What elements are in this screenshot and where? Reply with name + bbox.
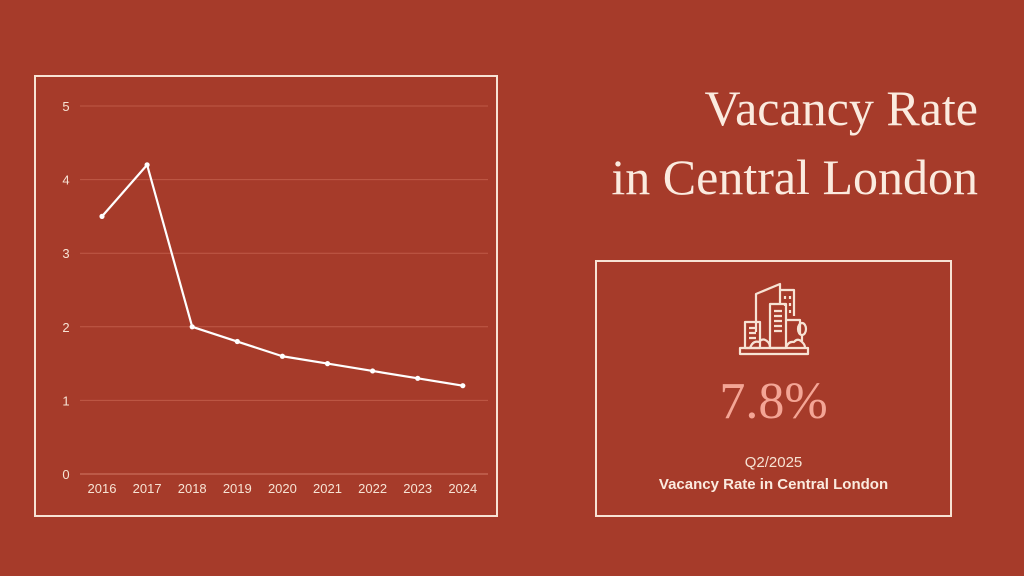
data-point — [460, 383, 466, 389]
x-tick-label: 2024 — [448, 481, 477, 496]
period-label: Q2/2025 — [744, 454, 803, 471]
data-point — [279, 353, 285, 359]
x-tick-label: 2023 — [403, 481, 432, 496]
y-tick-label: 1 — [62, 393, 69, 408]
data-point — [370, 368, 376, 374]
city-buildings-icon — [738, 282, 810, 356]
card-caption: Vacancy Rate in Central London — [658, 476, 889, 493]
data-point — [144, 162, 150, 168]
data-point — [415, 375, 421, 381]
y-tick-label: 0 — [62, 467, 69, 482]
vacancy-series-line — [101, 163, 463, 387]
y-axis-ticks: 0 1 2 3 4 5 — [62, 99, 69, 482]
data-point — [189, 324, 195, 330]
page-title: Vacancy Rate in Central London — [611, 74, 978, 212]
chart-gridlines — [80, 105, 488, 475]
x-tick-label: 2018 — [178, 481, 207, 496]
data-point — [99, 213, 105, 219]
x-tick-label: 2017 — [133, 481, 162, 496]
title-line-2: in Central London — [611, 149, 978, 205]
vacancy-rate-value: 7.8% — [719, 373, 828, 430]
y-tick-label: 5 — [62, 99, 69, 114]
y-tick-label: 4 — [62, 173, 69, 188]
y-tick-label: 3 — [62, 246, 69, 261]
x-tick-label: 2020 — [268, 481, 297, 496]
x-tick-label: 2019 — [223, 481, 252, 496]
data-point — [234, 338, 240, 345]
stat-card: 7.8% Q2/2025 Vacancy Rate in Central Lon… — [595, 260, 952, 517]
title-line-1: Vacancy Rate — [704, 80, 978, 136]
data-point — [324, 361, 331, 367]
x-tick-label: 2021 — [313, 481, 342, 496]
x-tick-label: 2016 — [88, 481, 117, 496]
x-axis-ticks: 2016 2017 2018 2019 2020 2021 2022 2023 2024 — [88, 481, 478, 496]
y-tick-label: 2 — [62, 320, 69, 335]
data-point-markers — [99, 162, 466, 389]
x-tick-label: 2022 — [358, 481, 387, 496]
